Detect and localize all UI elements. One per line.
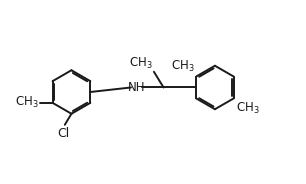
Text: CH$_3$: CH$_3$: [15, 95, 39, 110]
Text: CH$_3$: CH$_3$: [170, 59, 194, 74]
Text: CH$_3$: CH$_3$: [236, 101, 259, 116]
Text: Cl: Cl: [57, 127, 69, 140]
Text: NH: NH: [128, 81, 145, 94]
Text: CH$_3$: CH$_3$: [129, 55, 153, 70]
